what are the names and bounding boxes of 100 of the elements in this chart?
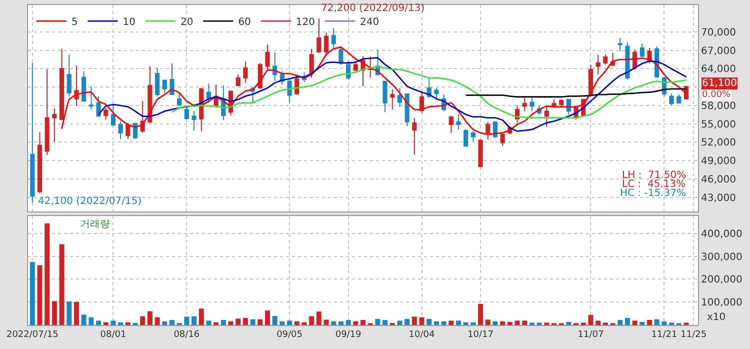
legend-label: 240 xyxy=(360,17,380,28)
bar xyxy=(154,317,160,325)
candlestick xyxy=(478,140,483,168)
line-series xyxy=(61,46,687,136)
candlestick xyxy=(316,18,322,54)
bar xyxy=(588,314,594,325)
bar xyxy=(324,320,329,325)
x-tick-label: 08/16 xyxy=(174,330,200,340)
bar xyxy=(412,316,417,325)
bar xyxy=(463,322,468,325)
legend-label: 120 xyxy=(296,17,316,28)
y-tick-label: 49,000 xyxy=(701,156,736,168)
candlestick xyxy=(492,120,498,138)
candlestick xyxy=(522,97,527,112)
annotation: 42,100 (2022/07/15) xyxy=(38,196,142,207)
legend-label: 20 xyxy=(180,17,194,28)
candlestick xyxy=(104,107,108,120)
candlestick xyxy=(470,130,476,142)
bar xyxy=(397,320,402,325)
bar xyxy=(140,316,146,325)
candlestick xyxy=(74,65,79,106)
candlestick xyxy=(434,87,439,100)
x-tick-label: 08/01 xyxy=(100,330,126,340)
candlestick xyxy=(500,132,505,147)
candlestick xyxy=(192,110,196,131)
bar xyxy=(96,320,102,325)
bar xyxy=(287,320,292,325)
bar xyxy=(280,321,285,325)
bar xyxy=(250,319,256,325)
bar xyxy=(441,321,446,325)
candlestick xyxy=(603,54,608,66)
candlestick xyxy=(530,97,534,112)
bar xyxy=(147,311,152,325)
bar xyxy=(448,320,454,325)
candlestick xyxy=(390,89,395,110)
y-tick-label: 300,000 xyxy=(701,252,742,263)
bar xyxy=(492,321,498,325)
candlestick xyxy=(464,128,468,147)
candlestick xyxy=(552,99,556,108)
x-tick-label: 09/05 xyxy=(276,330,303,340)
candlestick xyxy=(44,69,50,156)
candlestick xyxy=(596,54,600,76)
bar xyxy=(258,319,263,325)
candlestick xyxy=(419,92,424,114)
bar xyxy=(52,301,57,325)
bar xyxy=(647,320,652,325)
candlestick xyxy=(66,54,72,97)
legend-label: 60 xyxy=(238,17,251,28)
candlestick xyxy=(486,122,490,140)
candlestick xyxy=(236,74,240,87)
candlestick xyxy=(52,108,57,143)
candlestick xyxy=(118,120,123,140)
candlestick xyxy=(412,117,417,155)
candlestick xyxy=(618,37,622,52)
candlestick xyxy=(96,96,101,118)
bar xyxy=(37,265,42,325)
candlestick xyxy=(148,66,152,124)
candlestick xyxy=(59,48,64,120)
candlestick xyxy=(243,60,248,84)
y-tick-label: 64,000 xyxy=(701,64,736,76)
line-series xyxy=(98,57,687,132)
bar xyxy=(566,322,572,325)
bar xyxy=(654,319,660,325)
bar xyxy=(59,244,64,325)
annotation: HC : -15.37% xyxy=(620,188,686,199)
y-tick-label: 70,000 xyxy=(701,27,736,38)
candlestick xyxy=(177,92,182,107)
candlestick xyxy=(265,44,270,70)
candlestick xyxy=(404,93,410,127)
bar xyxy=(184,316,190,325)
candlestick xyxy=(353,62,358,72)
y-tick-label: 46,000 xyxy=(701,174,736,186)
candlestick xyxy=(382,80,388,113)
candlestick xyxy=(338,46,344,66)
candlestick xyxy=(199,87,204,132)
bar xyxy=(162,321,168,325)
bar xyxy=(470,322,476,325)
bar xyxy=(316,312,322,325)
bar xyxy=(198,308,204,325)
text: 61,100 xyxy=(702,78,737,89)
y-tick-label: 400,000 xyxy=(701,228,742,240)
bar xyxy=(44,223,50,325)
y-tick-label: 58,000 xyxy=(701,100,736,112)
bar xyxy=(125,322,130,325)
bar xyxy=(456,320,461,325)
candlestick xyxy=(669,93,674,106)
bar xyxy=(360,320,366,325)
bar xyxy=(382,320,388,325)
bar xyxy=(596,320,601,325)
y-tick-label: 67,000 xyxy=(701,46,736,57)
bar xyxy=(294,321,300,325)
chart-title: 거래량 xyxy=(80,219,110,230)
candlestick xyxy=(640,43,644,58)
bar xyxy=(214,322,219,325)
bar xyxy=(30,262,35,325)
y-tick-label: 55,000 xyxy=(701,119,736,130)
candlestick xyxy=(272,52,278,82)
bar xyxy=(220,320,226,325)
bar xyxy=(103,322,108,325)
y-tick-label: 43,000 xyxy=(701,192,736,204)
